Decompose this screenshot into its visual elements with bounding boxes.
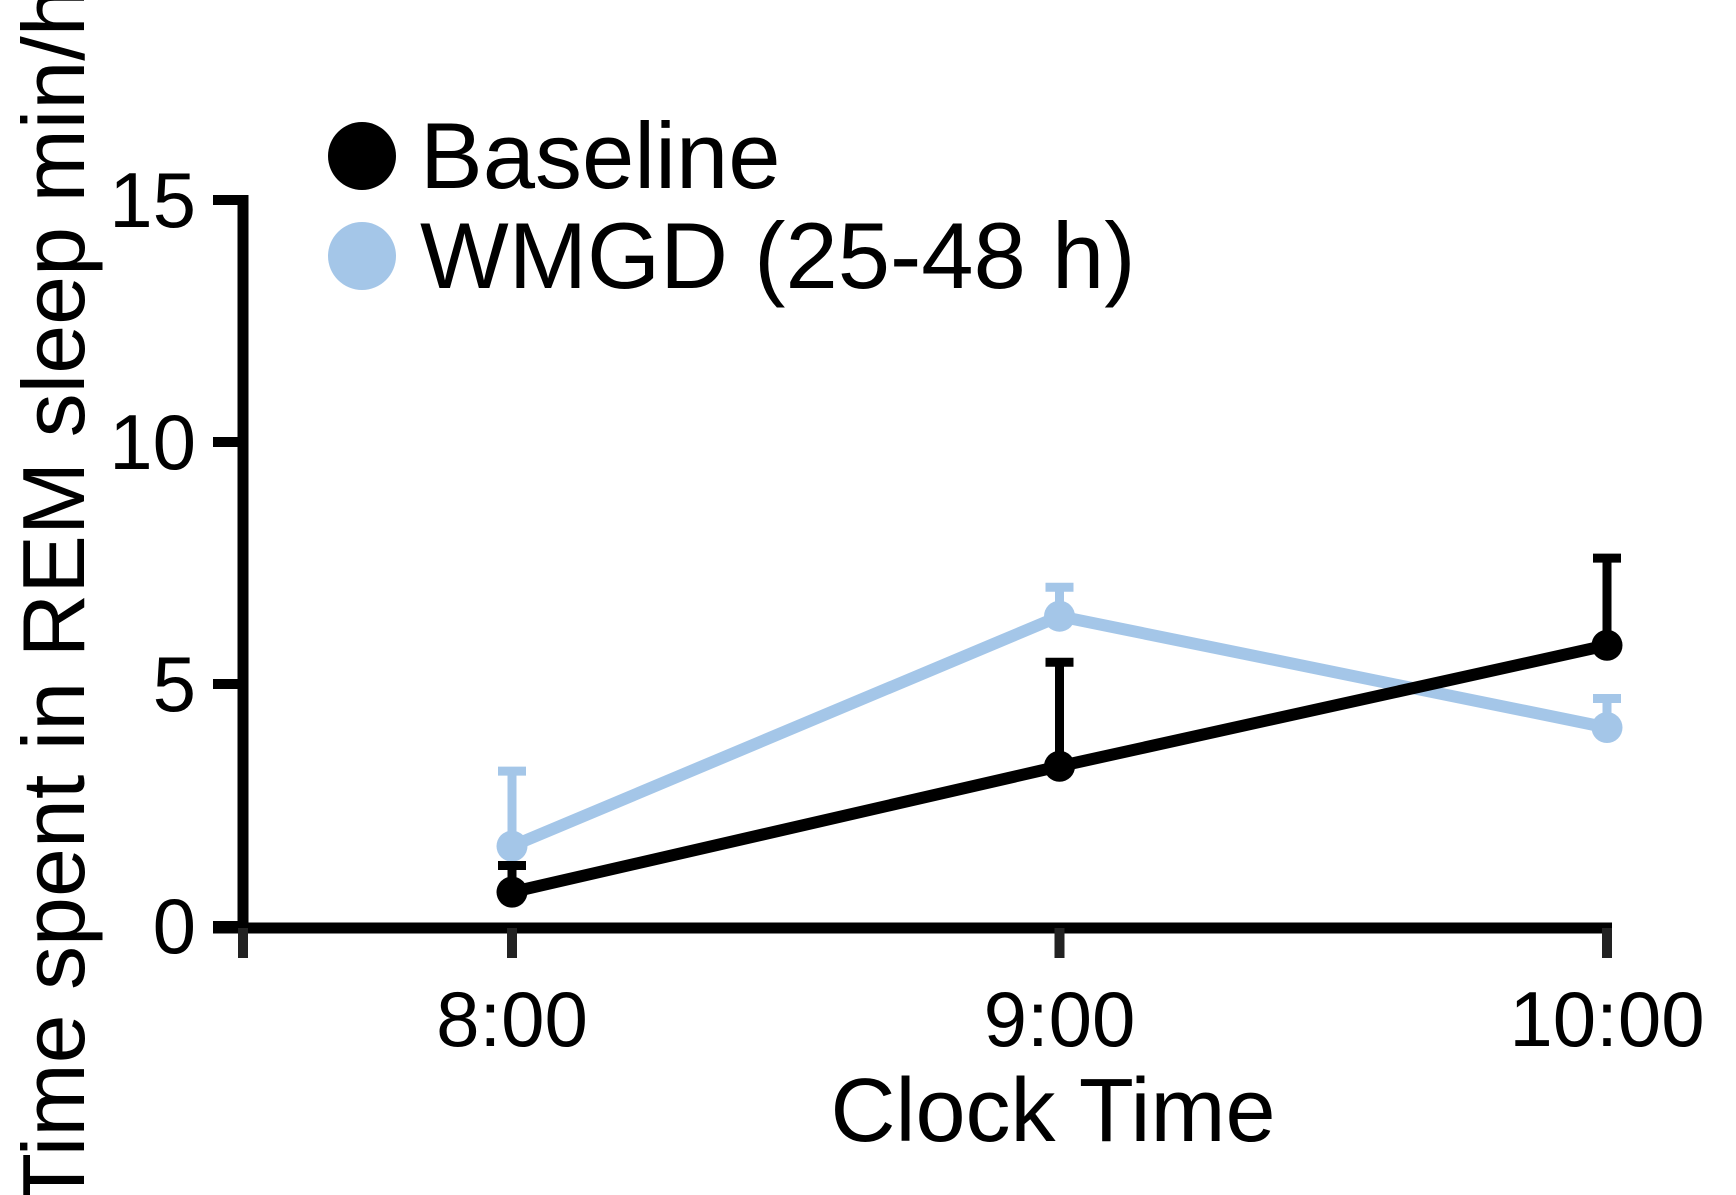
wmgd-marker-icon [328, 222, 396, 290]
y-tick-label: 5 [153, 640, 196, 728]
x-tick-label: 8:00 [436, 975, 588, 1063]
y-axis-title: Time spent in REM sleep min/h [4, 0, 103, 1195]
legend-item-wmgd: WMGD (25-48 h) [328, 206, 1136, 306]
y-tick-label: 0 [153, 882, 196, 970]
data-point-baseline [496, 876, 528, 908]
data-point-baseline [1044, 750, 1075, 782]
legend-label-wmgd: WMGD (25-48 h) [420, 203, 1136, 308]
y-tick-label: 10 [109, 398, 196, 486]
data-point-baseline [1591, 629, 1623, 661]
data-point-wmgd [1591, 712, 1623, 744]
x-tick-label: 9:00 [984, 975, 1136, 1063]
data-point-wmgd [496, 830, 528, 862]
x-tick-label: 10:00 [1509, 975, 1704, 1063]
legend-item-baseline: Baseline [328, 106, 1136, 206]
x-axis-title: Clock Time [830, 1061, 1276, 1161]
legend: Baseline WMGD (25-48 h) [328, 106, 1136, 306]
baseline-marker-icon [328, 122, 396, 190]
legend-label-baseline: Baseline [420, 103, 781, 208]
data-point-wmgd [1044, 600, 1075, 632]
y-tick-label: 15 [109, 156, 196, 244]
